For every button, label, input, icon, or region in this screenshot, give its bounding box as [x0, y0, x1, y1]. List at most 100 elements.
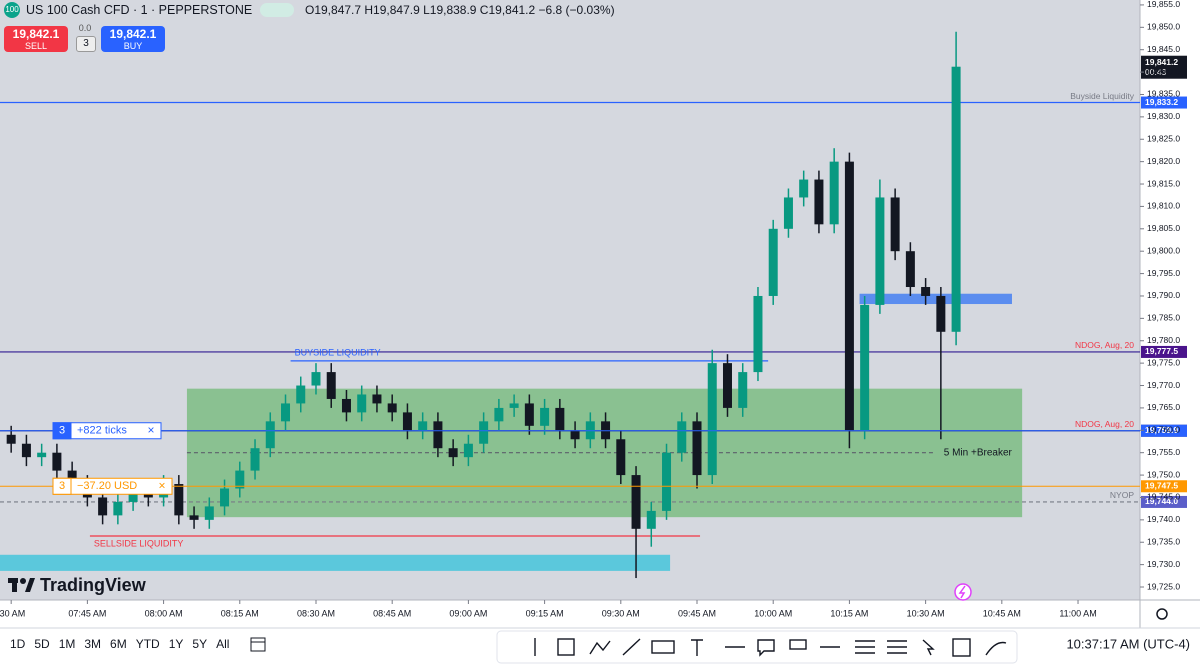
x-tick-label: 10:30 AM — [907, 608, 945, 618]
y-tick-label: 19,790.0 — [1147, 290, 1180, 300]
candle-body — [250, 448, 260, 471]
candle-body — [418, 421, 428, 431]
candle-body — [189, 515, 199, 520]
candle-body — [753, 295, 763, 373]
y-tick-label: 19,775.0 — [1147, 357, 1180, 367]
y-tick-label: 19,805.0 — [1147, 223, 1180, 233]
candle-body — [844, 161, 854, 431]
y-tick-label: 19,825.0 — [1147, 134, 1180, 144]
candle-body — [6, 434, 16, 444]
position-text: +822 ticks — [77, 425, 127, 437]
candle-body — [372, 394, 382, 404]
candle-body — [220, 488, 230, 507]
range-button[interactable]: 1D — [10, 637, 26, 651]
x-tick-label: 08:00 AM — [145, 608, 183, 618]
candle-body — [921, 287, 931, 296]
y-tick-label: 19,830.0 — [1147, 111, 1180, 121]
position-qty-bg — [52, 477, 72, 495]
y-tick-label: 19,755.0 — [1147, 447, 1180, 457]
price-tag-label: 19,777.5 — [1145, 346, 1178, 356]
y-tick-label: 19,855.0 — [1147, 0, 1180, 9]
x-tick-label: 07:45 AM — [68, 608, 106, 618]
sell-button[interactable]: 19,842.1 SELL — [4, 26, 68, 52]
time-axis — [0, 600, 1140, 628]
y-tick-label: 19,730.0 — [1147, 559, 1180, 569]
candle-body — [631, 475, 641, 529]
candle-body — [662, 452, 672, 511]
range-button[interactable]: 5Y — [192, 637, 208, 651]
price-tag — [1141, 480, 1187, 493]
range-button[interactable]: 3M — [84, 637, 102, 651]
candle-body — [799, 179, 809, 198]
range-button[interactable]: YTD — [135, 637, 160, 651]
candle-body — [265, 421, 275, 449]
symbol-icon: 100 — [4, 2, 20, 18]
y-tick-label: 19,795.0 — [1147, 268, 1180, 278]
y-tick-label: 19,815.0 — [1147, 178, 1180, 188]
symbol-title[interactable]: US 100 Cash CFD · 1 · PEPPERSTONE — [26, 3, 253, 17]
logo-text: TradingView — [40, 575, 147, 595]
y-tick-label: 19,780.0 — [1147, 335, 1180, 345]
range-button[interactable]: 5D — [34, 637, 50, 651]
candle-body — [814, 179, 824, 225]
segment-label: 5 Min +Breaker — [944, 447, 1013, 458]
clock: 10:37:17 AM (UTC-4) — [1066, 636, 1190, 651]
buy-button[interactable]: 19,842.1 BUY — [101, 26, 165, 52]
candle-body — [768, 228, 778, 296]
level-label: NDOG, Aug, 20 — [1075, 419, 1134, 429]
candle-body — [326, 372, 336, 399]
alert-icon — [958, 585, 966, 599]
status-badge — [260, 3, 294, 17]
y-tick-label: 19,740.0 — [1147, 514, 1180, 524]
candle-body — [677, 421, 687, 453]
buy-price: 19,842.1 — [109, 27, 157, 41]
candle-body — [570, 430, 580, 440]
sell-price: 19,842.1 — [12, 27, 60, 41]
x-tick-label: 11:00 AM — [1059, 608, 1096, 618]
quantity[interactable]: 3 — [76, 36, 96, 52]
x-tick-label: :30 AM — [0, 608, 25, 618]
position-close[interactable]: × — [147, 423, 154, 437]
position-close[interactable]: × — [158, 478, 165, 492]
y-tick-label: 19,835.0 — [1147, 89, 1180, 99]
candle-body — [128, 488, 138, 502]
logo: TradingView — [8, 575, 147, 595]
x-tick-label: 08:45 AM — [373, 608, 411, 618]
candle-body — [37, 452, 47, 458]
candle-body — [646, 510, 656, 529]
candle-body — [707, 363, 717, 476]
segment-label: SELLSIDE LIQUIDITY — [94, 538, 184, 548]
alert-icon[interactable] — [954, 583, 972, 601]
candle-body — [113, 501, 123, 516]
candle-body — [281, 403, 291, 422]
range-button[interactable]: All — [216, 637, 230, 651]
candle-body — [509, 403, 519, 408]
sell-label: SELL — [24, 41, 48, 51]
range-button[interactable]: 6M — [110, 637, 127, 651]
price-tag-label: 19,833.2 — [1145, 97, 1178, 107]
candle-body — [433, 421, 443, 449]
price-tag — [1141, 424, 1187, 437]
overlays: Buyside Liquidity 19,833.2 NDOG, Aug, 20 19… — [0, 55, 1187, 548]
settings-icon[interactable] — [1156, 608, 1168, 620]
range-button[interactable]: 1M — [58, 637, 76, 651]
level-label: NDOG, Aug, 20 — [1075, 340, 1134, 350]
candle-body — [174, 484, 184, 516]
price-tag-label: 19,744.0 — [1145, 496, 1178, 506]
y-tick-label: 19,850.0 — [1147, 22, 1180, 32]
y-tick-label: 19,745.0 — [1147, 492, 1180, 502]
candle-body — [204, 506, 214, 520]
x-tick-label: 08:30 AM — [297, 608, 335, 618]
x-tick-label: 09:30 AM — [602, 608, 640, 618]
calendar-icon[interactable] — [250, 637, 266, 652]
candle-body — [52, 452, 62, 471]
x-tick-label: 10:00 AM — [754, 608, 792, 618]
range-button[interactable]: 1Y — [168, 637, 184, 651]
x-tick-label: 09:45 AM — [678, 608, 716, 618]
candle-body — [67, 470, 77, 485]
candle-body — [905, 251, 915, 288]
y-tick-label: 19,800.0 — [1147, 245, 1180, 255]
price-tag-label: 19,759.9 — [1145, 425, 1178, 435]
candle-body — [875, 197, 885, 305]
candle-body — [951, 66, 961, 332]
